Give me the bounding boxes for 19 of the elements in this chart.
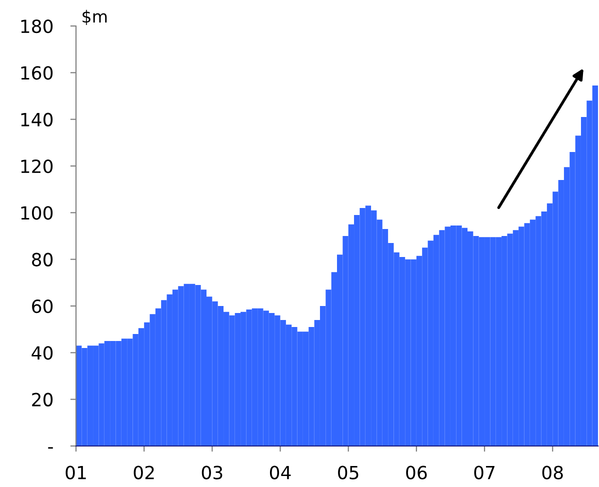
x-tick-label: 04 (270, 466, 291, 480)
x-tick-label: 08 (542, 466, 563, 480)
y-tick-label: - (48, 447, 53, 449)
y-tick-label: 100 (21, 206, 53, 220)
x-tick-label: 06 (406, 466, 427, 480)
y-tick-label: 140 (21, 112, 53, 126)
x-tick-label: 07 (474, 466, 494, 480)
y-tick-label: 40 (32, 346, 53, 360)
y-axis-title: $m (82, 10, 107, 25)
y-tick-label: 180 (21, 19, 53, 34)
y-tick-label: 160 (21, 66, 53, 80)
x-tick-label: 01 (66, 466, 86, 480)
x-tick-label: 05 (338, 466, 358, 480)
y-tick-label: 120 (21, 159, 53, 174)
x-tick-label: 03 (202, 466, 222, 480)
x-tick-label: 02 (134, 466, 154, 480)
y-tick-label: 80 (32, 252, 53, 266)
y-tick-label: 60 (32, 299, 53, 314)
y-tick-label: 20 (32, 392, 53, 406)
